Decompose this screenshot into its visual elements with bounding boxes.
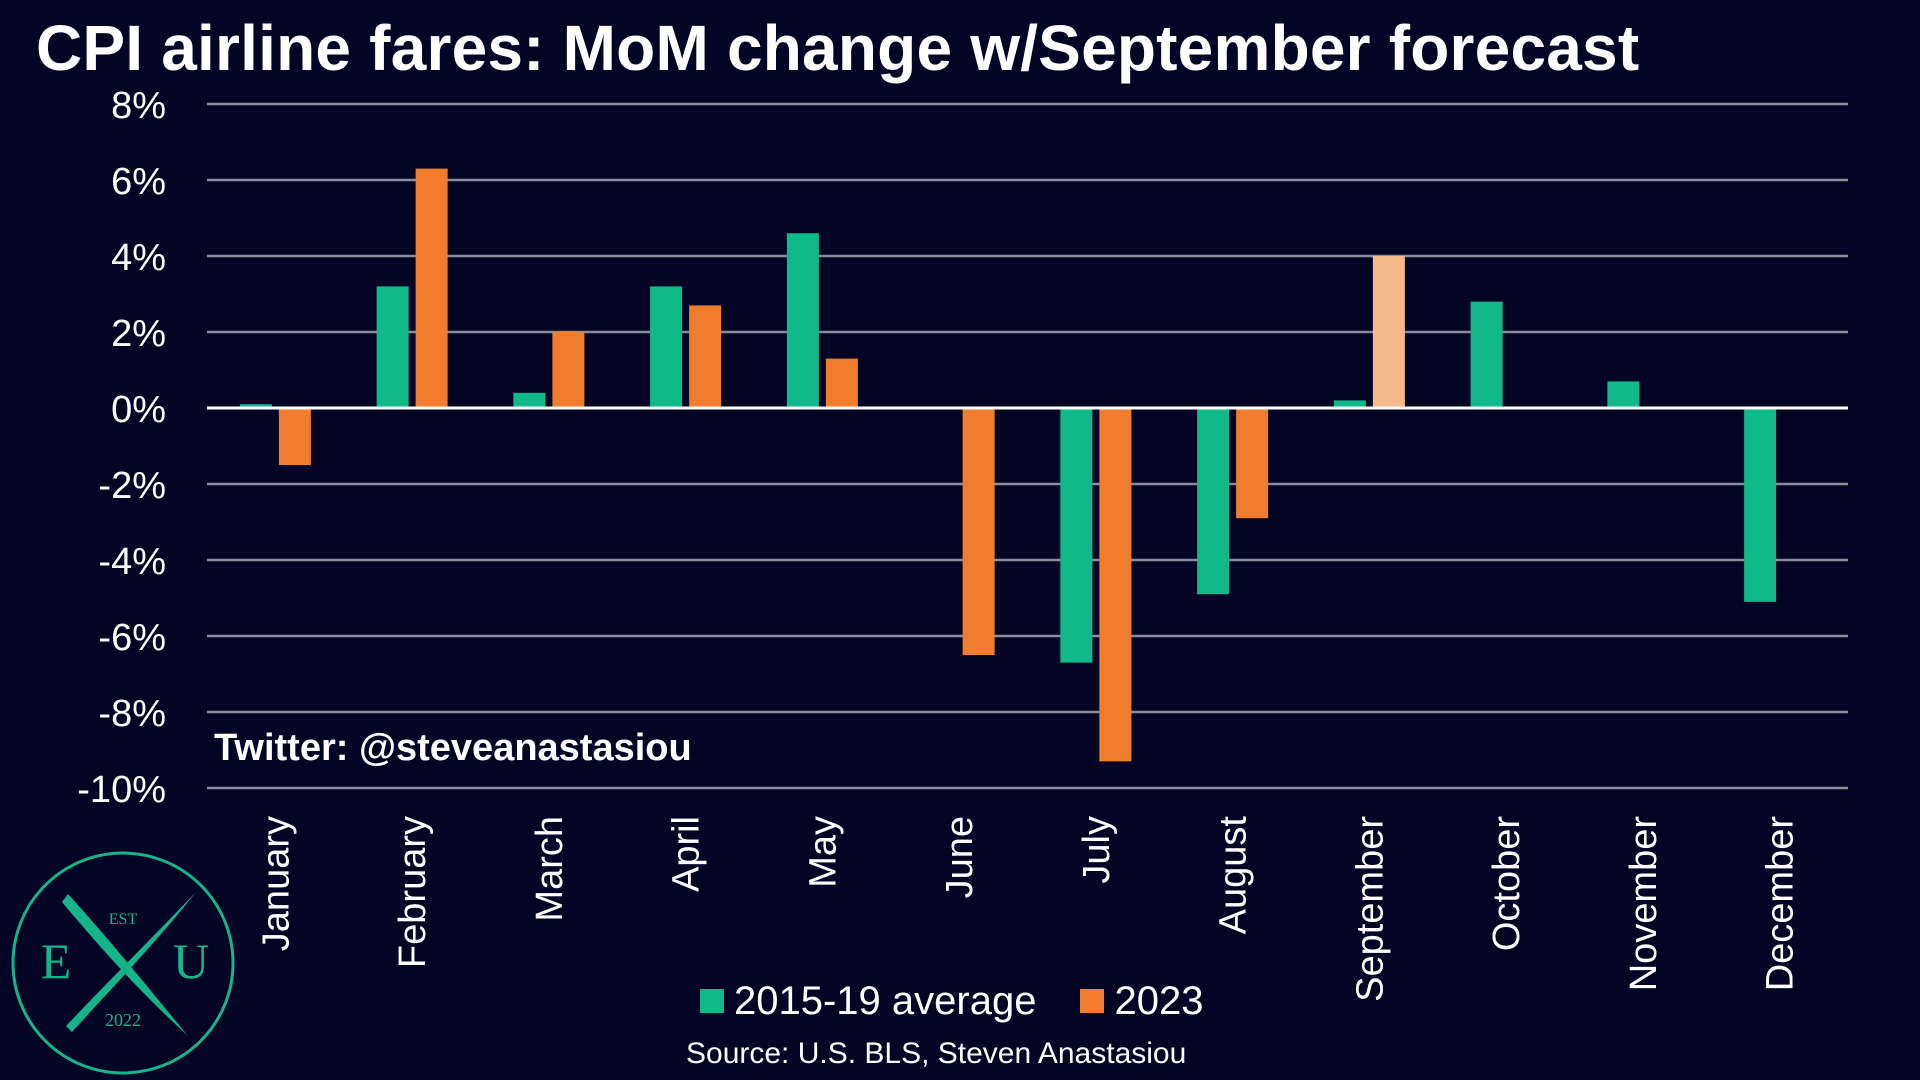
- x-tick-label: February: [392, 816, 434, 968]
- x-tick-label: August: [1213, 816, 1255, 935]
- bar-average-april: [650, 286, 683, 408]
- x-tick-label: September: [1349, 816, 1391, 1002]
- gridlines: [207, 102, 1848, 790]
- legend: 2015-19 average 2023: [700, 976, 1247, 1026]
- bar-average-august: [1197, 408, 1230, 595]
- y-tick-label: -10%: [77, 769, 166, 811]
- logo-x-stroke-a: [66, 892, 196, 1032]
- legend-label-average: 2015-19 average: [734, 978, 1037, 1023]
- legend-swatch-2023: [1080, 989, 1105, 1013]
- bar-average-may: [786, 233, 819, 408]
- bar-average-march: [513, 392, 546, 408]
- logo-x-stroke-b: [62, 894, 188, 1036]
- chart-title: CPI airline fares: MoM change w/Septembe…: [36, 12, 1640, 84]
- bar-average-january: [239, 404, 272, 408]
- legend-label-2023: 2023: [1114, 978, 1204, 1023]
- bar-average-november: [1607, 381, 1640, 408]
- x-tick-label: November: [1623, 816, 1665, 992]
- bar-average-september: [1333, 400, 1366, 408]
- bar-2023-june: [962, 408, 995, 655]
- bar-2023-september: [1372, 256, 1405, 408]
- x-tick-label: December: [1760, 816, 1802, 992]
- twitter-handle: Twitter: @steveanastasiou: [214, 727, 692, 769]
- bar-average-december: [1744, 408, 1777, 602]
- bar-2023-august: [1236, 408, 1269, 519]
- bar-2023-march: [552, 332, 585, 408]
- bars: [239, 168, 1777, 762]
- legend-item-2023: 2023: [1080, 979, 1203, 1024]
- legend-swatch-average: [700, 989, 724, 1013]
- bar-average-july: [1060, 408, 1093, 663]
- bar-average-february: [376, 286, 409, 408]
- x-tick-label: July: [1076, 816, 1118, 884]
- x-tick-label: March: [529, 816, 571, 922]
- logo-top-text: EST: [109, 911, 138, 928]
- y-tick-label: -8%: [98, 693, 166, 735]
- y-axis-ticks: 8% 6% 4% 2% 0% -2% -4% -6% -8% -10%: [77, 85, 166, 811]
- y-tick-label: 8%: [111, 85, 166, 127]
- y-tick-label: -6%: [98, 617, 166, 659]
- bar-2023-january: [278, 408, 311, 465]
- x-axis-ticks: January February March April May June July Augu…: [255, 816, 1801, 1002]
- y-tick-label: -2%: [98, 465, 166, 507]
- y-tick-label: -4%: [98, 541, 166, 583]
- y-tick-label: 6%: [111, 161, 166, 203]
- logo-bottom-text: 2022: [105, 1010, 141, 1030]
- y-tick-label: 2%: [111, 313, 166, 355]
- y-tick-label: 4%: [111, 237, 166, 279]
- x-tick-label: January: [255, 816, 297, 951]
- x-tick-label: October: [1486, 816, 1528, 952]
- bar-average-october: [1470, 301, 1503, 408]
- bar-2023-february: [415, 168, 448, 408]
- bar-2023-april: [689, 305, 722, 408]
- bar-2023-july: [1099, 408, 1132, 762]
- legend-item-average: 2015-19 average: [700, 979, 1036, 1024]
- source-note: Source: U.S. BLS, Steven Anastasiou: [686, 1037, 1187, 1070]
- x-tick-label: May: [802, 816, 844, 888]
- logo-left-letter: E: [41, 933, 72, 989]
- bar-2023-may: [825, 358, 858, 408]
- logo-right-letter: U: [173, 933, 209, 989]
- logo-ring: [11, 851, 235, 1075]
- exu-logo: EST E U 2022: [11, 851, 235, 1075]
- x-tick-label: June: [939, 816, 981, 898]
- y-tick-label: 0%: [111, 389, 166, 431]
- x-tick-label: April: [666, 816, 708, 892]
